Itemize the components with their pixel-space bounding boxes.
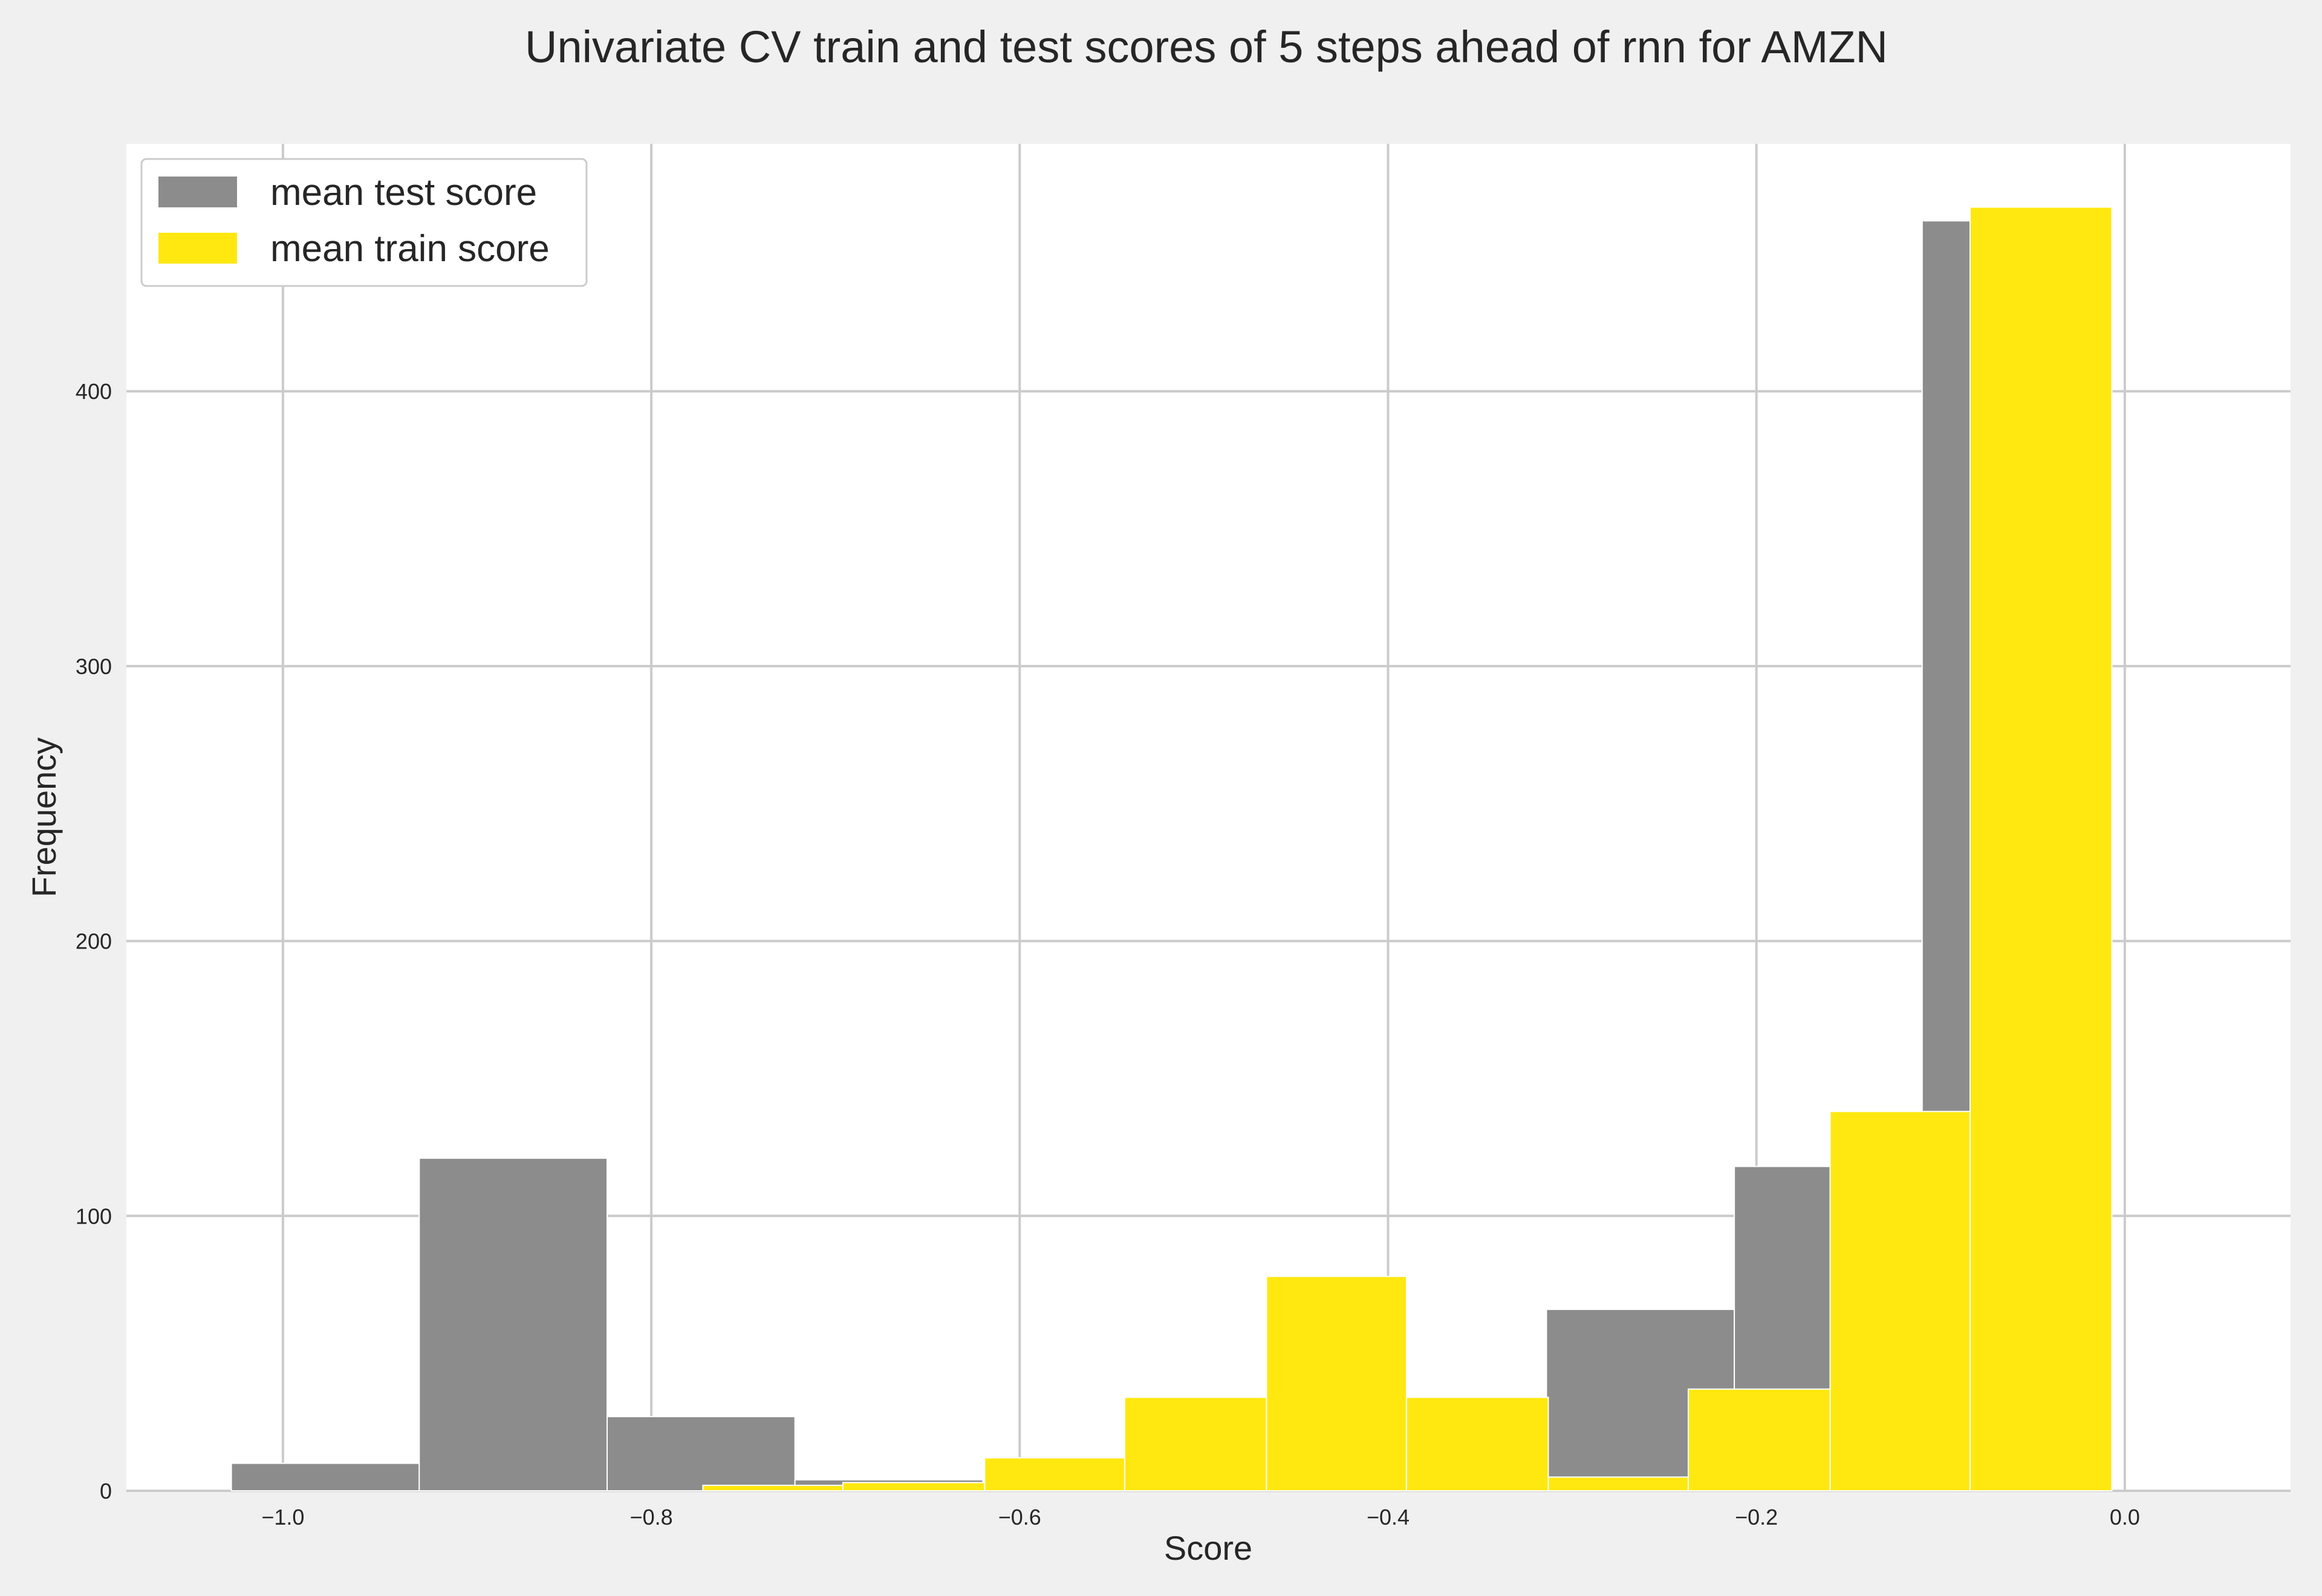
- y-tick-label: 200: [76, 929, 112, 954]
- chart-title: Univariate CV train and test scores of 5…: [525, 22, 1888, 72]
- y-axis-label: Frequency: [25, 738, 63, 898]
- test-score-bar: [230, 1462, 420, 1491]
- x-tick-label: 0.0: [2110, 1505, 2140, 1529]
- x-tick-label: −1.0: [261, 1505, 304, 1529]
- legend-box: [140, 158, 588, 287]
- train-score-bar: [1266, 1276, 1407, 1492]
- train-score-bar: [1829, 1111, 1971, 1491]
- train-score-bar: [702, 1484, 844, 1491]
- train-score-bar: [842, 1482, 986, 1491]
- legend: mean test score mean train score: [140, 158, 588, 287]
- x-tick-label: −0.2: [1735, 1505, 1778, 1529]
- legend-label-test: mean test score: [270, 172, 537, 213]
- x-axis-ticks: −1.0 −0.8 −0.6 −0.4 −0.2 0.0: [261, 1505, 2140, 1529]
- legend-swatch-test: [158, 177, 237, 207]
- train-score-bar: [1969, 206, 2113, 1491]
- legend-swatch-train: [158, 233, 237, 264]
- x-tick-label: −0.6: [998, 1505, 1041, 1529]
- train-score-bar: [1124, 1396, 1267, 1491]
- y-tick-label: 0: [100, 1479, 112, 1504]
- train-score-bar: [1405, 1396, 1549, 1491]
- train-score-bar: [984, 1457, 1125, 1492]
- y-tick-label: 300: [76, 654, 112, 679]
- train-score-bar: [1547, 1476, 1689, 1492]
- x-tick-label: −0.4: [1367, 1505, 1410, 1529]
- test-score-bar: [606, 1416, 796, 1492]
- y-tick-label: 400: [76, 379, 112, 404]
- bars: [230, 206, 2113, 1492]
- x-axis-label: Score: [1164, 1529, 1252, 1567]
- train-score-bar: [1687, 1388, 1831, 1491]
- test-score-bar: [418, 1157, 608, 1491]
- x-tick-label: −0.8: [630, 1505, 673, 1529]
- y-tick-label: 100: [76, 1204, 112, 1228]
- y-axis-ticks: 0 100 200 300 400: [76, 379, 112, 1504]
- legend-label-train: mean train score: [270, 228, 550, 270]
